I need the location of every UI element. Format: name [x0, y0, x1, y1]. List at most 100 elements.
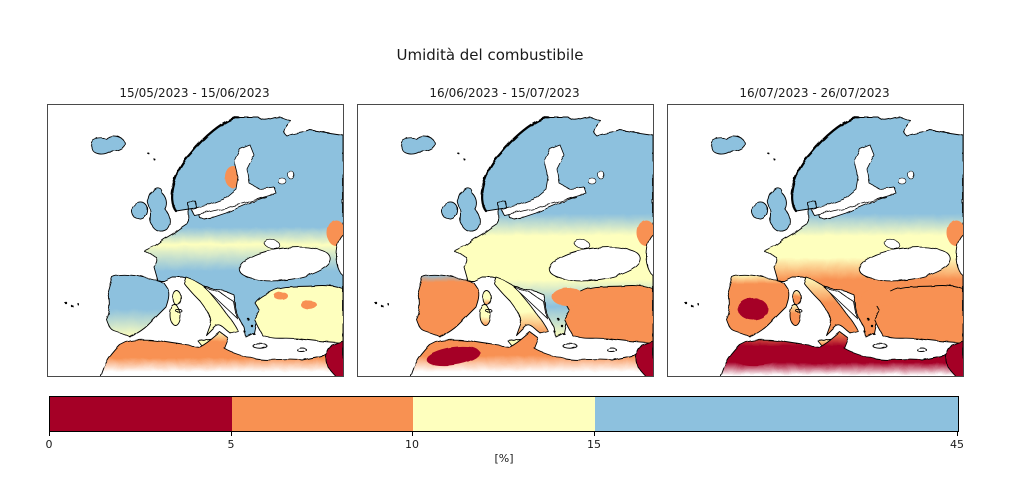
colorbar-ticklabel-15: 15: [587, 438, 601, 451]
cyprus-island: [607, 347, 617, 353]
map-panel-1-title: 15/05/2023 - 15/06/2023: [119, 86, 270, 100]
canary-island: [697, 303, 699, 305]
overlay-africa-core: [426, 346, 480, 366]
region-italy-island: [789, 304, 801, 326]
region-italy-island: [482, 290, 492, 306]
colorbar-segment-5-10: [231, 397, 414, 431]
caspian-sea: [955, 233, 963, 277]
region-italy-island: [792, 290, 802, 306]
region-italy-island: [169, 304, 181, 326]
cyprus-island: [917, 347, 927, 353]
colorbar-tick-2: [412, 432, 413, 436]
sea-of-azov: [573, 238, 591, 250]
black-sea: [548, 246, 642, 282]
shetland-islands: [463, 158, 465, 160]
lake-ladoga: [277, 177, 287, 185]
region-iberia: [415, 274, 480, 338]
faroe-islands: [147, 152, 149, 154]
balearic-island: [795, 309, 803, 313]
canary-island: [690, 304, 694, 308]
balearic-island: [485, 309, 493, 313]
region-iberia: [105, 274, 170, 338]
europe-map-svg-2: [358, 105, 653, 376]
baltic-sea: [190, 144, 277, 216]
canary-island: [380, 304, 384, 308]
region-iceland: [400, 135, 436, 155]
black-sea: [858, 246, 952, 282]
map-panel-2: 16/06/2023 - 15/07/2023: [357, 86, 654, 377]
cyprus-island: [297, 347, 307, 353]
region-mideast: [325, 340, 343, 376]
colorbar-ticklabel-45: 45: [950, 438, 964, 451]
adriatic-sea: [203, 287, 238, 320]
aegean-island: [556, 317, 560, 321]
aegean-island: [553, 330, 557, 334]
caspian-sea: [335, 233, 343, 277]
region-gb: [457, 186, 481, 232]
aegean-island: [560, 324, 564, 328]
map-panel-2-title: 16/06/2023 - 15/07/2023: [429, 86, 580, 100]
region-africa: [720, 331, 963, 376]
norway-coastline: [790, 115, 860, 213]
shetland-islands: [773, 158, 775, 160]
norway-coastline: [480, 115, 550, 213]
overlay-balkan-spot: [862, 288, 894, 306]
aegean-island: [252, 332, 256, 336]
region-gb: [147, 186, 171, 232]
europe-map-svg-1: [48, 105, 343, 376]
lake-onega: [597, 170, 605, 180]
colorbar-ticklabel-5: 5: [227, 438, 235, 451]
region-ireland: [131, 202, 148, 220]
canary-island: [684, 301, 688, 305]
colorbar-segment-15-45: [594, 397, 958, 431]
norway-coastline: [170, 115, 240, 213]
baltic-sea: [500, 144, 587, 216]
canary-island: [374, 301, 378, 305]
aegean-island: [246, 317, 250, 321]
faroe-islands: [457, 152, 459, 154]
region-iceland: [710, 135, 746, 155]
colorbar-tick-0: [49, 432, 50, 436]
canary-island: [77, 303, 79, 305]
adriatic-sea: [513, 287, 548, 320]
colorbar-ticklabel-10: 10: [405, 438, 419, 451]
region-turkey: [253, 285, 343, 344]
aegean-island: [250, 324, 254, 328]
europe-map-svg-3: [668, 105, 963, 376]
overlay-iberia-core: [738, 298, 768, 320]
region-italy-island: [172, 290, 182, 306]
map-panel-3: 16/07/2023 - 26/07/2023: [667, 86, 964, 377]
lake-onega: [287, 170, 295, 180]
shetland-islands: [153, 158, 155, 160]
region-gb: [767, 186, 791, 232]
region-mideast: [635, 340, 653, 376]
adriatic-sea: [823, 287, 858, 320]
overlay-balkan-spot: [552, 288, 584, 306]
colorbar-segment-0-5: [50, 397, 232, 431]
baltic-sea: [810, 144, 897, 216]
map-panel-2-axes: [357, 104, 654, 377]
overlay-turkey-spot1: [274, 292, 288, 300]
aegean-island: [243, 330, 247, 334]
colorbar: 0 5 10 15 45 [%]: [46, 396, 964, 465]
region-ireland: [751, 202, 768, 220]
map-panel-3-title: 16/07/2023 - 26/07/2023: [739, 86, 890, 100]
canary-island: [64, 301, 68, 305]
overlay-africa-core: [736, 346, 790, 366]
aegean-island: [872, 332, 876, 336]
caspian-sea: [645, 233, 653, 277]
region-mideast: [945, 340, 963, 376]
map-panel-3-axes: [667, 104, 964, 377]
balearic-island: [175, 309, 183, 313]
colorbar-ticklabel-0: 0: [45, 438, 53, 451]
map-panel-1: 15/05/2023 - 15/06/2023: [47, 86, 344, 377]
sea-of-azov: [883, 238, 901, 250]
region-africa: [410, 331, 653, 376]
lake-ladoga: [587, 177, 597, 185]
overlay-turkey-spot2: [301, 300, 317, 310]
colorbar-bar: [49, 396, 959, 432]
aegean-island: [870, 324, 874, 328]
aegean-island: [863, 330, 867, 334]
map-panel-1-axes: [47, 104, 344, 377]
